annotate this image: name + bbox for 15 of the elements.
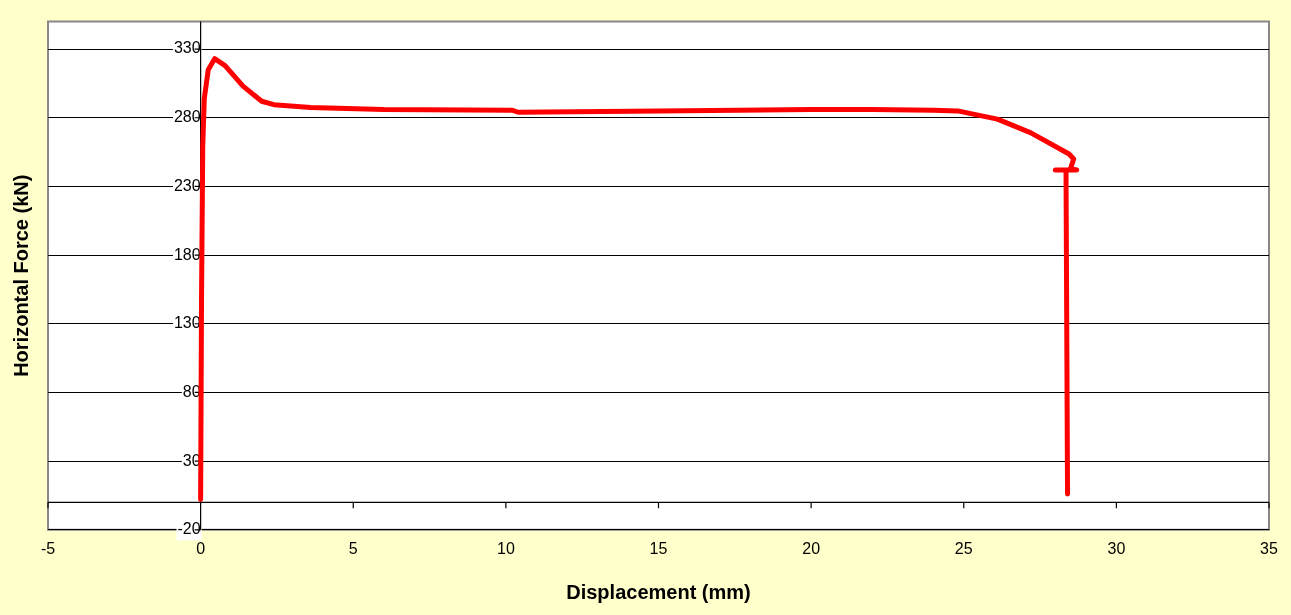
x-tick-label: 5 — [348, 539, 358, 557]
x-tick-label: 15 — [649, 539, 668, 557]
x-tick-label: -5 — [40, 539, 56, 557]
y-tick-label: 230 — [173, 176, 201, 194]
y-tick-label: 330 — [173, 39, 201, 57]
x-tick-label: 10 — [496, 539, 515, 557]
x-axis-title: Displacement (mm) — [566, 580, 751, 603]
y-tick-label: 280 — [173, 108, 201, 126]
y-tick-label: -20 — [177, 520, 201, 538]
x-tick-label: 0 — [196, 539, 206, 557]
x-tick-label: 20 — [802, 539, 821, 557]
y-axis-title: Horizontal Force (kN) — [9, 174, 32, 377]
x-tick-label: 25 — [954, 539, 973, 557]
x-tick-label: 35 — [1260, 539, 1278, 557]
x-tick-label: 30 — [1107, 539, 1126, 557]
